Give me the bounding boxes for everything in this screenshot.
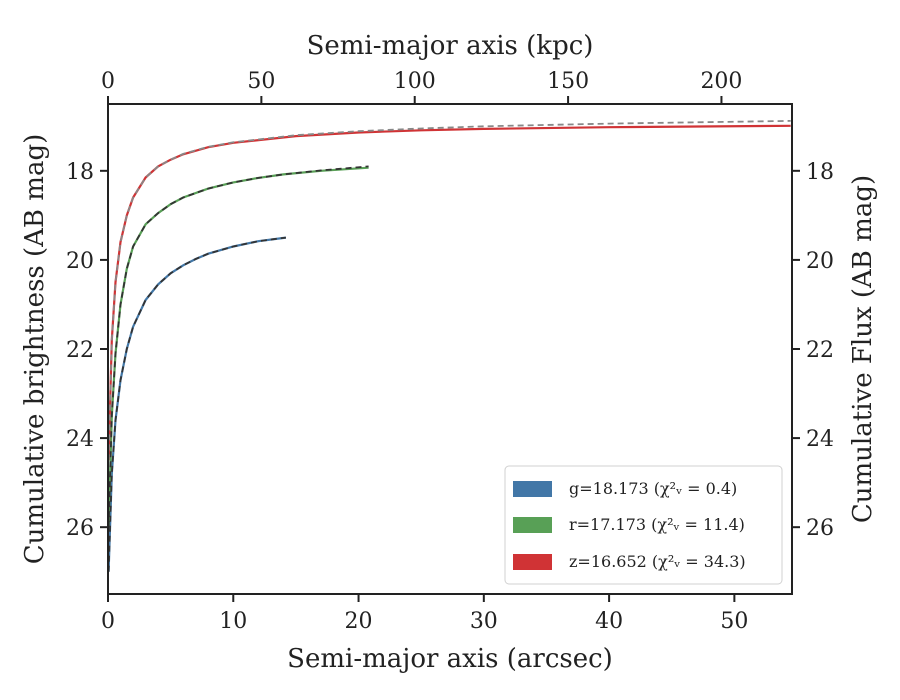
- legend-box: [504, 465, 783, 585]
- right-y-tick-label: 20: [806, 249, 834, 274]
- top-x-tick-label: 100: [394, 69, 436, 94]
- x-tick-label: 0: [101, 609, 115, 634]
- x-tick-label: 20: [345, 609, 373, 634]
- model-line-z: [107, 120, 791, 461]
- top-x-tick-label: 0: [101, 69, 115, 94]
- model-line-g: [107, 236, 287, 572]
- y-tick-label: 24: [66, 427, 94, 452]
- x-tick-label: 40: [595, 609, 623, 634]
- y-tick-label: 18: [66, 160, 94, 185]
- y-tick-label: 20: [66, 249, 94, 274]
- x-tick-label: 10: [219, 609, 247, 634]
- y-axis-title: Cumulative brightness (AB mag): [20, 134, 50, 565]
- lines-layer: [107, 120, 791, 572]
- legend-swatch-r: [513, 517, 552, 533]
- legend-label-g: g=18.173 (χ²ᵥ = 0.4): [569, 479, 737, 498]
- model-line-r: [107, 165, 369, 528]
- right-y-tick-label: 26: [806, 516, 834, 541]
- legend: g=18.173 (χ²ᵥ = 0.4) r=17.173 (χ²ᵥ = 11.…: [504, 465, 783, 585]
- top-x-tick-label: 150: [547, 69, 589, 94]
- series-line-z: [107, 124, 791, 461]
- x-axis-title: Semi-major axis (arcsec): [287, 644, 613, 674]
- legend-swatch-z: [513, 554, 552, 570]
- x-tick-label: 30: [470, 609, 498, 634]
- ticks-layer: 0 10 20 30 40 50 0 50 100 150 200 18 18 20 20 22 22 24 24 2…: [66, 69, 834, 634]
- legend-label-r: r=17.173 (χ²ᵥ = 11.4): [569, 515, 745, 534]
- right-y-tick-label: 22: [806, 338, 834, 363]
- top-x-tick-label: 200: [700, 69, 742, 94]
- series-line-g: [107, 236, 287, 572]
- legend-label-z: z=16.652 (χ²ᵥ = 34.3): [569, 552, 746, 571]
- top-x-tick-label: 50: [247, 69, 275, 94]
- right-y-axis-title: Cumulative Flux (AB mag): [848, 175, 878, 523]
- y-tick-label: 22: [66, 338, 94, 363]
- y-tick-label: 26: [66, 516, 94, 541]
- x-tick-label: 50: [720, 609, 748, 634]
- right-y-tick-label: 18: [806, 160, 834, 185]
- right-y-tick-label: 24: [806, 427, 834, 452]
- top-x-axis-title: Semi-major axis (kpc): [307, 31, 594, 61]
- legend-swatch-g: [513, 481, 552, 497]
